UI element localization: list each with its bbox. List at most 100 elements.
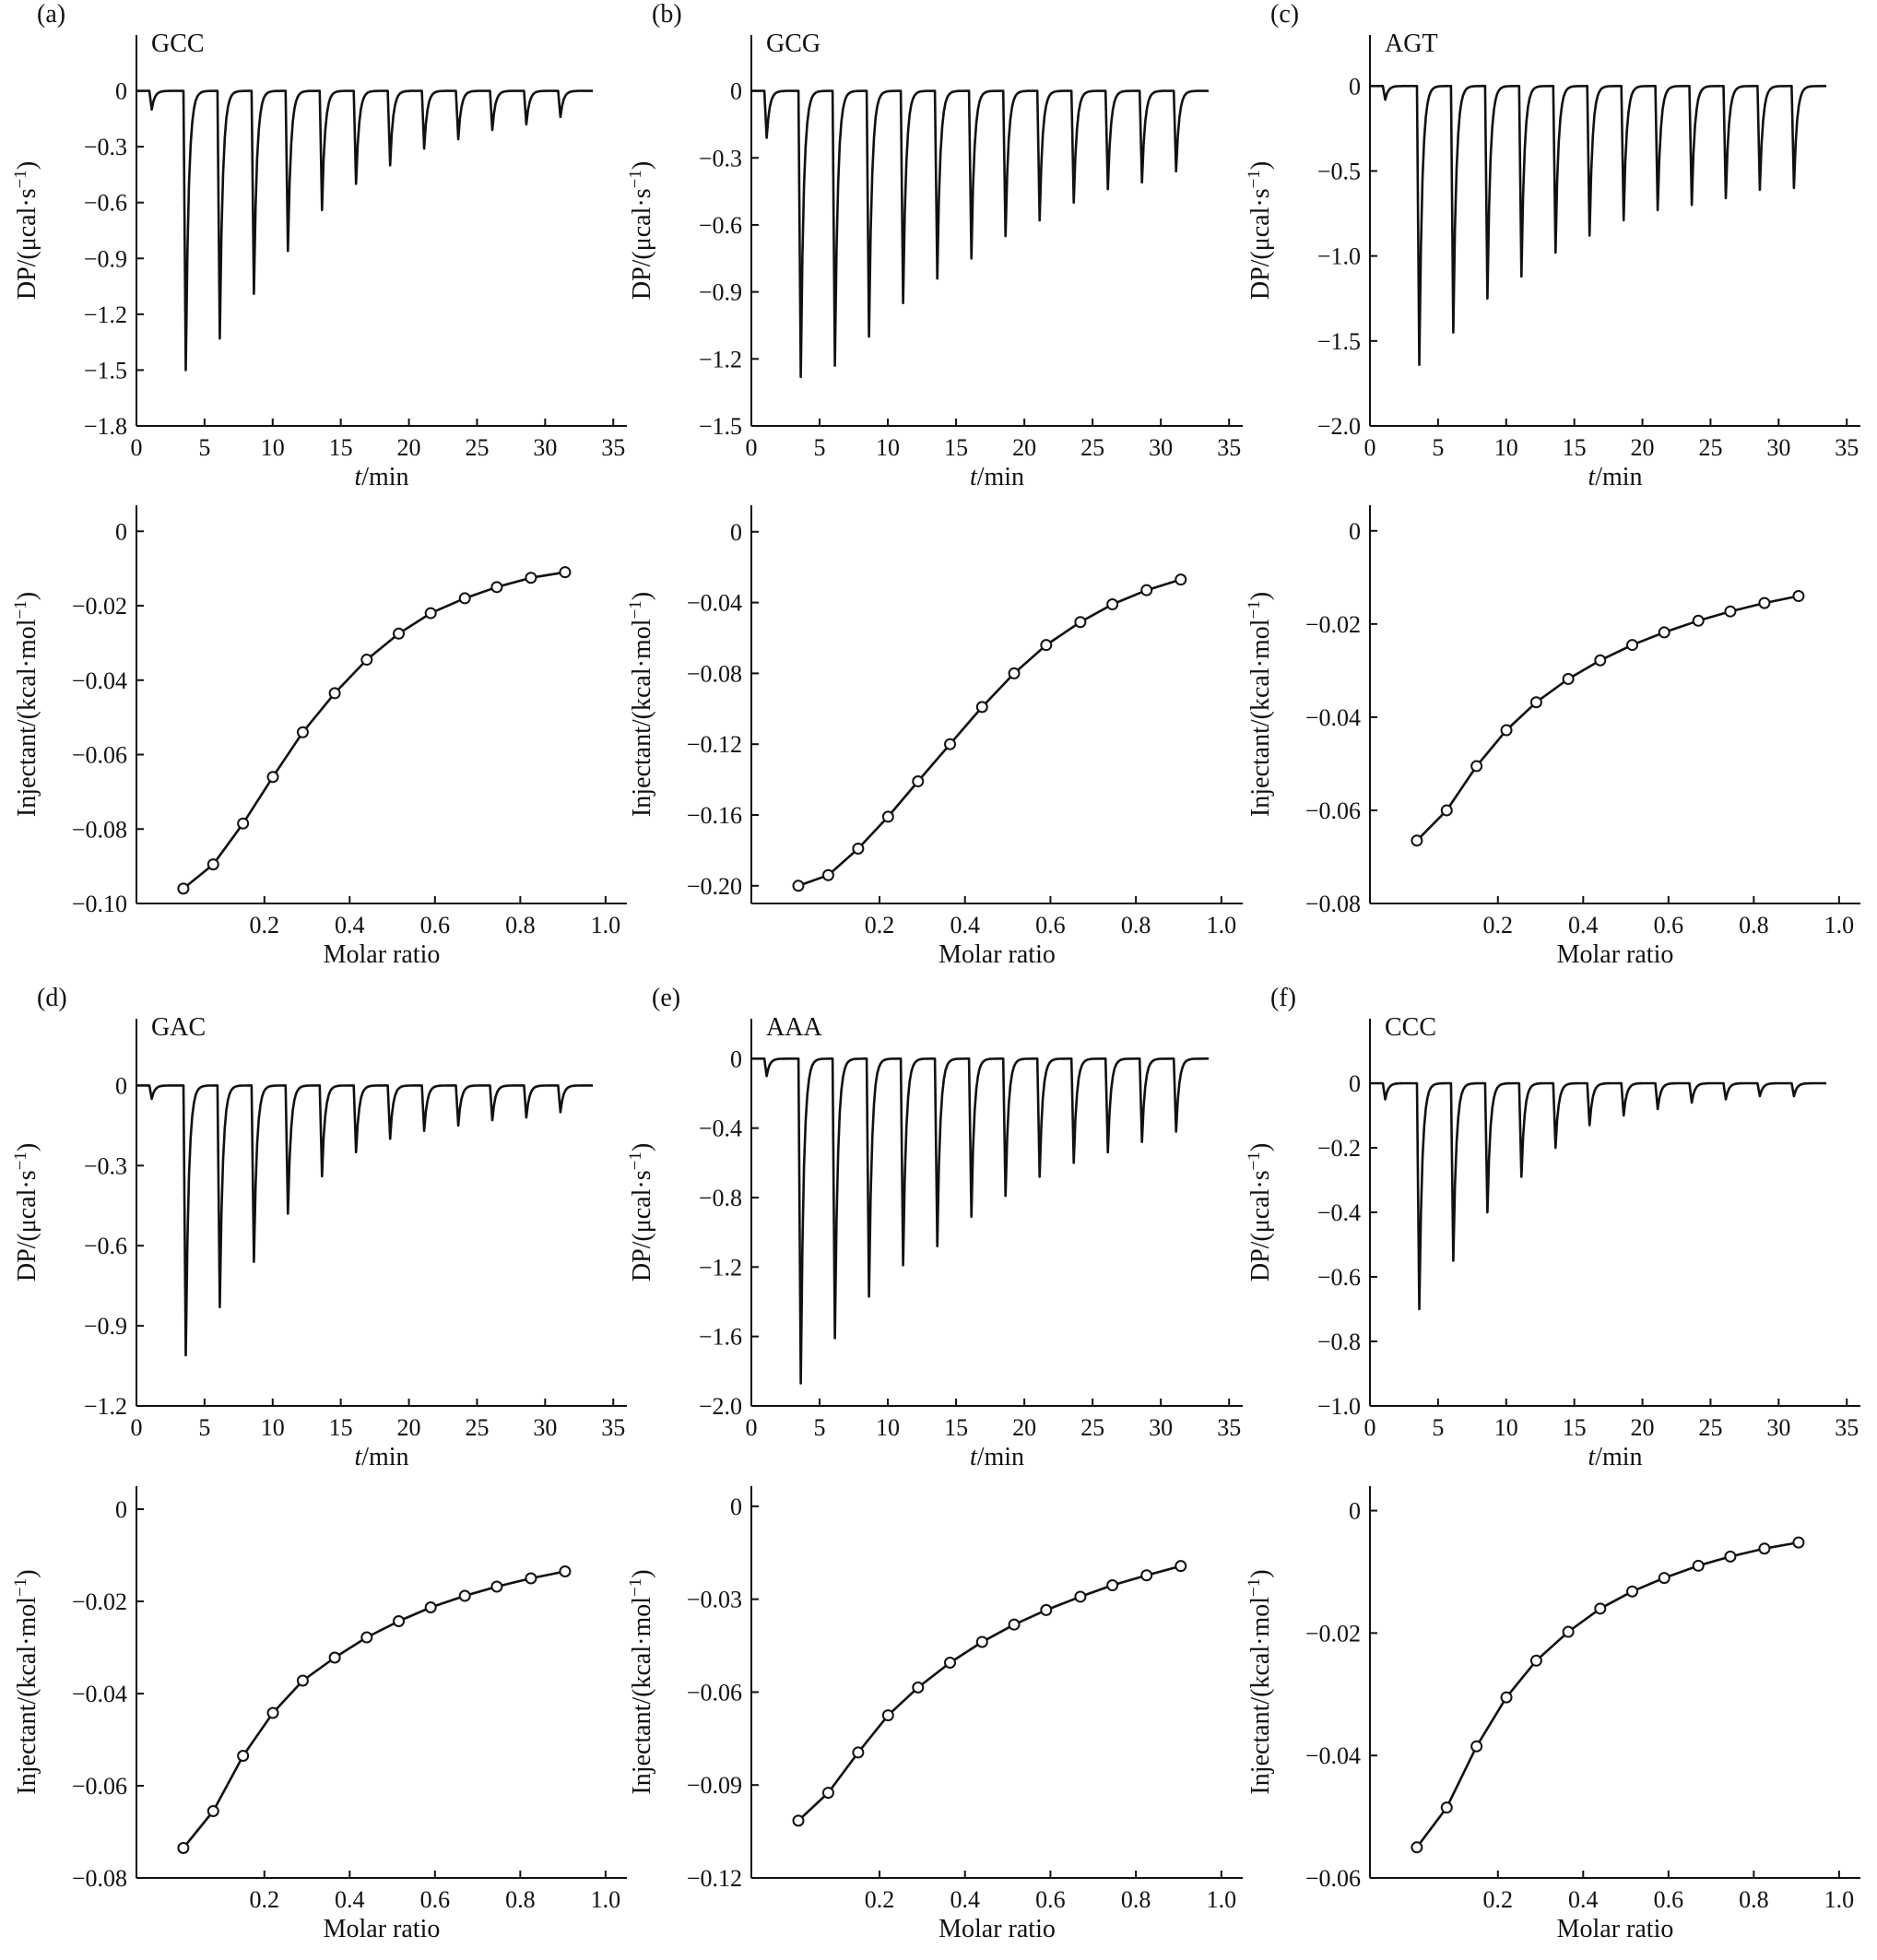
x-tick-label: 0.8 [1121,912,1151,939]
x-tick-label: 0 [746,1414,758,1441]
chart-panel-e-raw: 0 5 10 15 20 25 30 35 0 −0.4 −0.8 −1.2 −1.6 −2.0 t/min… [626,984,1243,1471]
y-tick-label: −1.2 [699,1254,742,1281]
data-point [207,1805,219,1817]
x-tick-label: 10 [261,434,285,461]
x-tick-label: 5 [198,1414,210,1441]
y-tick-label: −0.02 [1305,611,1361,638]
data-point [525,572,537,584]
x-tick-label: 5 [1432,434,1444,461]
panel-tag: (f) [1270,984,1296,1012]
data-point [1074,616,1087,629]
x-tick-label: 10 [1494,434,1518,461]
x-tick-label: 10 [876,434,900,461]
x-tick-label: 5 [198,434,210,461]
x-tick-label: 0.8 [505,912,536,939]
data-point [424,1601,437,1613]
y-tick-label: −1.0 [1317,1393,1361,1420]
x-tick-label: 25 [465,1414,489,1441]
x-tick-label: 0.6 [1035,912,1066,939]
y-tick-label: −0.04 [72,667,127,694]
x-tick-label: 0.6 [420,912,451,939]
x-tick-label: 15 [944,1414,968,1441]
data-point [1140,1569,1153,1582]
dp-trace-line [751,89,1209,378]
panel-tag: (b) [652,0,682,29]
x-axis-title: Molar ratio [1557,940,1674,969]
x-tick-label: 20 [1012,434,1036,461]
x-tick-label: 5 [1432,1414,1444,1441]
chart-panel-c-raw: 0 5 10 15 20 25 30 35 0 −0.5 −1.0 −1.5 −2.0 t/min DP/(… [1245,0,1860,491]
y-tick-label: −0.3 [699,145,742,171]
x-tick-label: 0 [131,1414,143,1441]
y-tick-label: −1.5 [84,357,127,384]
x-tick-label: 15 [1563,434,1587,461]
x-tick-label: 35 [1835,1414,1859,1441]
data-point [266,1706,279,1719]
x-tick-label: 0.8 [1739,1886,1769,1913]
y-tick-label: −0.06 [72,742,127,769]
x-tick-label: 15 [1563,1414,1587,1441]
data-point [1724,1550,1737,1563]
x-axis-label: Molar ratio [938,940,1056,969]
data-point [852,842,865,855]
x-tick-label: 0.4 [1568,1886,1599,1913]
fit-curve-line [797,1564,1182,1822]
x-tick-label: 1.0 [591,912,621,939]
x-axis-label: Molar ratio [1557,1915,1674,1943]
chart-panel-f-raw: 0 5 10 15 20 25 30 35 0 −0.2 −0.4 −0.6 −0.8 −1.0 t/min… [1245,984,1860,1471]
data-point [792,1814,805,1827]
data-point [1562,1625,1575,1638]
fit-curve-line [182,1570,566,1849]
y-tick-label: 0 [115,1072,127,1099]
data-point [912,1681,925,1694]
data-point [237,1750,250,1762]
data-point [881,810,894,823]
data-point [1040,639,1053,652]
y-tick-label: −0.4 [1317,1199,1361,1226]
data-point [944,1657,957,1670]
x-tick-label: 1.0 [591,1886,621,1913]
data-point [1758,1542,1771,1555]
data-point [1106,1579,1119,1592]
data-point [1500,1691,1513,1704]
y-axis-title: DP/(μcal·s−1) [1245,161,1276,300]
fit-curve-line [1415,595,1800,842]
dp-trace-line [136,89,594,372]
y-tick-label: 0 [730,1494,742,1520]
y-tick-label: 0 [1349,1070,1361,1097]
y-tick-label: −1.5 [699,413,742,440]
data-point [490,581,503,594]
x-tick-label: 0.6 [1654,912,1684,939]
data-point [881,1709,894,1722]
data-point [1175,573,1187,586]
y-tick-label: 0 [115,1496,127,1523]
data-point [1411,834,1423,847]
x-axis-title: Molar ratio [324,1915,441,1943]
x-tick-label: 30 [533,434,557,461]
y-tick-label: −0.3 [84,134,127,160]
y-tick-label: −2.0 [699,1393,742,1420]
x-tick-label: 0.2 [250,912,280,939]
x-tick-label: 35 [1217,1414,1241,1441]
data-point [821,868,834,881]
x-axis-title: t/min [1588,463,1642,491]
data-point [1106,598,1119,611]
x-tick-label: 0.2 [1483,912,1514,939]
data-point [1658,626,1670,639]
data-point [1562,672,1575,685]
y-tick-label: −1.8 [84,413,127,440]
x-tick-label: 20 [397,1414,421,1441]
data-point [525,1572,537,1585]
y-tick-label: −0.6 [84,190,127,217]
y-tick-label: −1.2 [699,346,742,372]
x-tick-label: 0 [1364,1414,1376,1441]
y-tick-label: −1.2 [84,1393,127,1420]
y-tick-label: −0.8 [699,1185,742,1211]
chart-panel-d-raw: 0 5 10 15 20 25 30 35 0 −0.3 −0.6 −0.9 −1.2 t/min DP/(… [11,984,627,1471]
x-axis-title: Molar ratio [1557,1915,1674,1943]
y-tick-label: −0.2 [1317,1135,1361,1162]
sample-label: GCC [151,30,205,58]
x-tick-label: 20 [1012,1414,1036,1441]
y-tick-label: 0 [115,518,127,545]
data-point [1470,760,1483,773]
